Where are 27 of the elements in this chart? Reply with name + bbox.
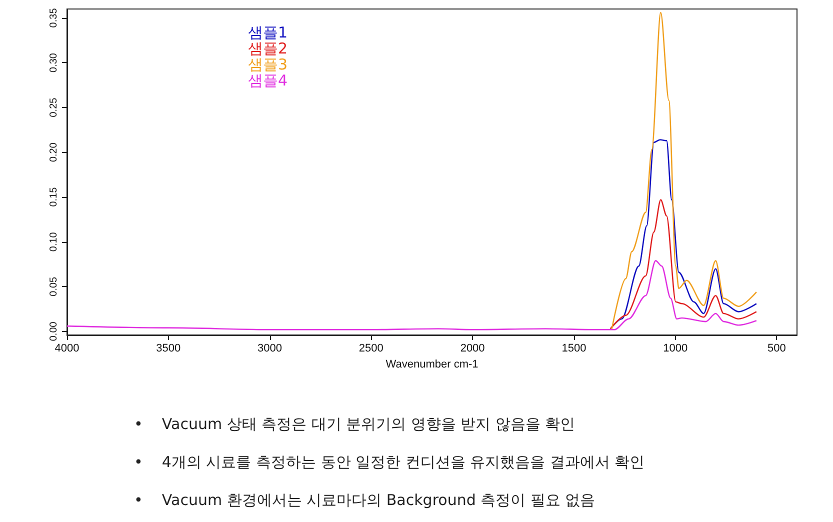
x-tick-label: 4000 bbox=[54, 342, 80, 354]
y-tick-label: 0.20 bbox=[48, 142, 60, 162]
x-tick-label: 3500 bbox=[156, 342, 181, 354]
text: 샘플3 bbox=[248, 56, 288, 74]
line-series bbox=[610, 199, 758, 330]
line-series bbox=[66, 260, 758, 330]
x-tick-label: 2000 bbox=[460, 342, 485, 354]
y-tick-label: 0.15 bbox=[48, 186, 60, 207]
text: • Vacuum 환경에서는 시료마다의 Background 측정이 필요 없음 bbox=[133, 490, 596, 511]
x-axis-title: Wavenumber cm-1 bbox=[386, 358, 478, 370]
text: 샘플1 bbox=[248, 24, 288, 42]
y-tick-label: 0.25 bbox=[48, 97, 60, 118]
x-tick-label: 500 bbox=[768, 342, 786, 354]
y-tick-label: 0.10 bbox=[48, 232, 60, 252]
y-tick-label: 0.00 bbox=[48, 321, 60, 342]
text: 샘플4 bbox=[248, 72, 288, 90]
text: 샘플2 bbox=[248, 40, 288, 58]
line-series bbox=[611, 12, 758, 330]
text: • 4개의 시료를 측정하는 동안 일정한 컨디션을 유지했음을 결과에서 확인 bbox=[133, 452, 646, 473]
x-tick-label: 2500 bbox=[358, 342, 384, 354]
x-tick-label: 1500 bbox=[562, 342, 586, 354]
x-tick-label: 3000 bbox=[258, 342, 282, 354]
y-tick-label: 0.30 bbox=[48, 52, 60, 72]
text: • Vacuum 상태 측정은 대기 분위기의 영향을 받지 않음을 확인 bbox=[133, 414, 576, 435]
y-tick-label: 0.05 bbox=[48, 276, 60, 296]
x-tick-label: 1000 bbox=[663, 342, 688, 354]
y-tick-label: 0.35 bbox=[48, 8, 60, 28]
